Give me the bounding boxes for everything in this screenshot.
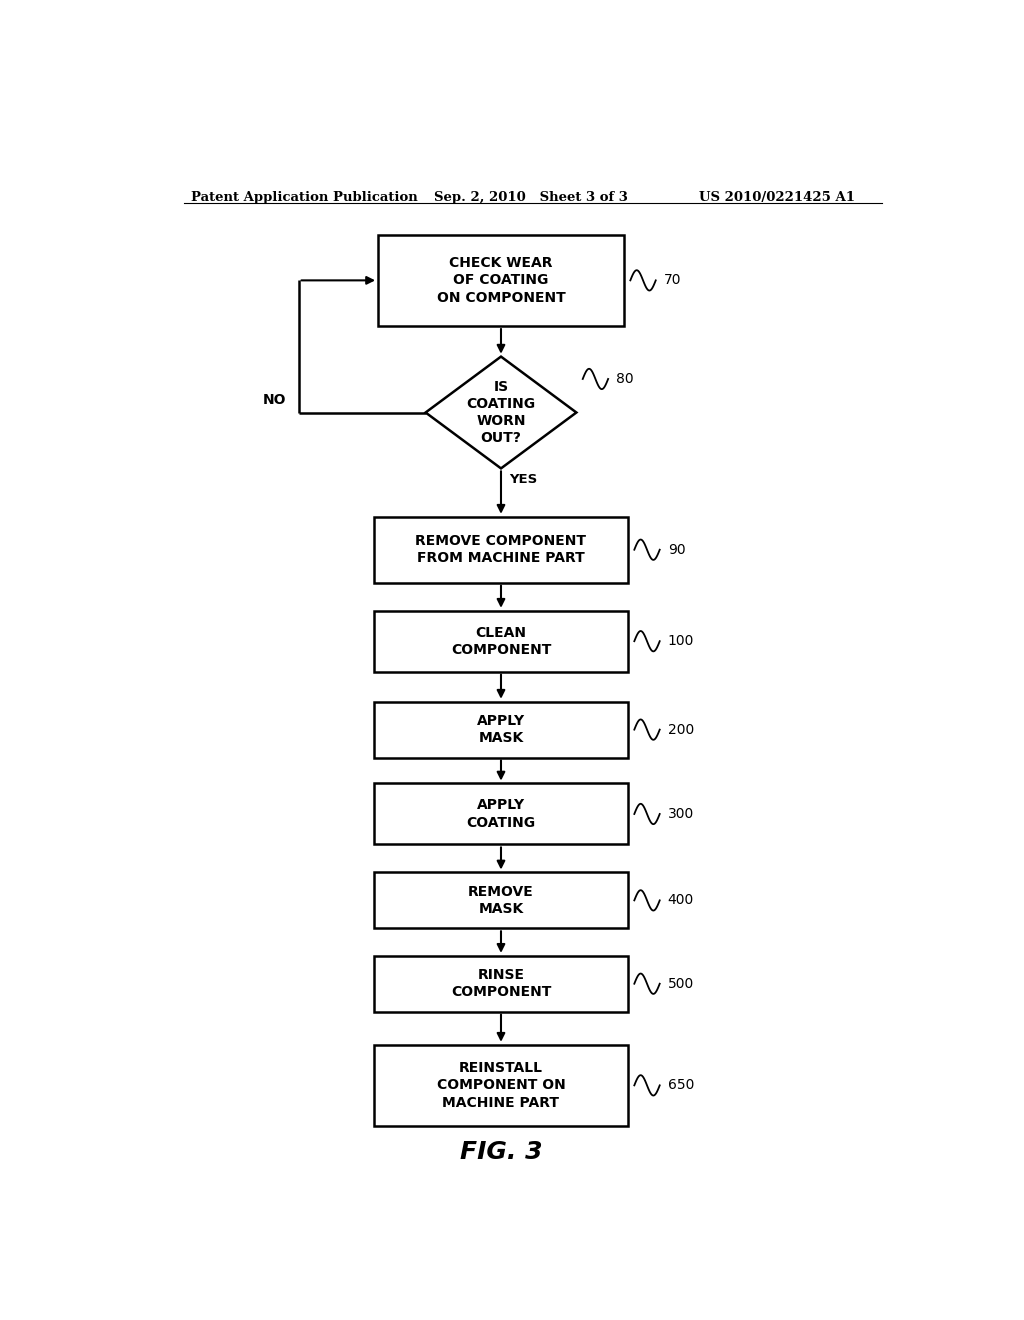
- Text: APPLY
MASK: APPLY MASK: [477, 714, 525, 746]
- Text: 500: 500: [668, 977, 694, 991]
- Text: YES: YES: [509, 474, 538, 487]
- Text: REINSTALL
COMPONENT ON
MACHINE PART: REINSTALL COMPONENT ON MACHINE PART: [436, 1061, 565, 1110]
- Text: REMOVE
MASK: REMOVE MASK: [468, 884, 534, 916]
- Text: 650: 650: [668, 1078, 694, 1093]
- Text: CLEAN
COMPONENT: CLEAN COMPONENT: [451, 626, 551, 657]
- Text: APPLY
COATING: APPLY COATING: [466, 799, 536, 830]
- Bar: [374, 784, 628, 845]
- Bar: [374, 702, 628, 758]
- Text: REMOVE COMPONENT
FROM MACHINE PART: REMOVE COMPONENT FROM MACHINE PART: [416, 535, 587, 565]
- Text: 100: 100: [668, 634, 694, 648]
- Bar: [374, 873, 628, 928]
- Text: Sep. 2, 2010   Sheet 3 of 3: Sep. 2, 2010 Sheet 3 of 3: [433, 191, 628, 203]
- Text: 90: 90: [668, 543, 685, 557]
- Bar: [374, 516, 628, 582]
- Text: 70: 70: [664, 273, 681, 288]
- Text: FIG. 3: FIG. 3: [460, 1140, 543, 1164]
- Text: NO: NO: [263, 393, 287, 408]
- Polygon shape: [426, 356, 577, 469]
- Text: RINSE
COMPONENT: RINSE COMPONENT: [451, 968, 551, 999]
- Bar: [374, 611, 628, 672]
- Bar: [374, 956, 628, 1011]
- Text: 200: 200: [668, 722, 694, 737]
- Text: Patent Application Publication: Patent Application Publication: [191, 191, 418, 203]
- Text: CHECK WEAR
OF COATING
ON COMPONENT: CHECK WEAR OF COATING ON COMPONENT: [436, 256, 565, 305]
- Text: 80: 80: [616, 372, 634, 385]
- Text: 400: 400: [668, 894, 694, 907]
- Text: IS
COATING
WORN
OUT?: IS COATING WORN OUT?: [466, 380, 536, 445]
- Text: US 2010/0221425 A1: US 2010/0221425 A1: [699, 191, 855, 203]
- Bar: [374, 1044, 628, 1126]
- Bar: [378, 235, 624, 326]
- Text: 300: 300: [668, 807, 694, 821]
